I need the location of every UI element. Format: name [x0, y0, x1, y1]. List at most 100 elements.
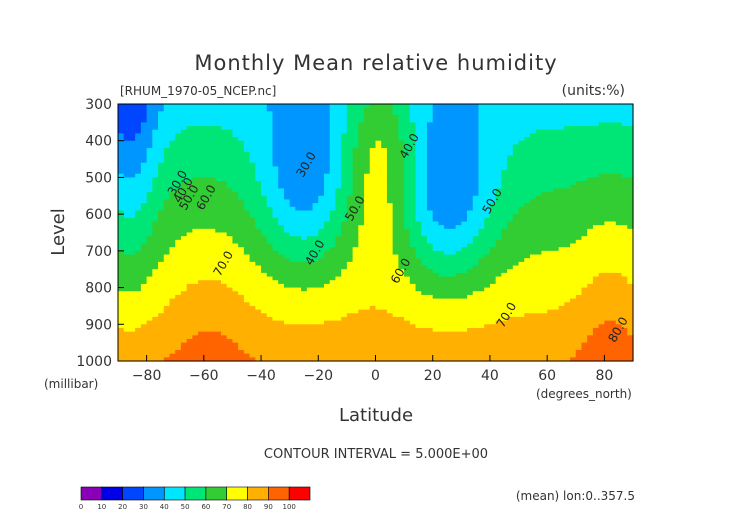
- humidity-cell: [140, 104, 148, 109]
- humidity-cell: [301, 276, 308, 281]
- humidity-cell: [243, 206, 251, 212]
- humidity-cell: [266, 305, 274, 311]
- humidity-cell: [381, 133, 388, 138]
- humidity-cell: [346, 228, 354, 234]
- humidity-cell: [203, 122, 211, 127]
- humidity-cell: [301, 177, 308, 182]
- humidity-cell: [198, 302, 205, 307]
- humidity-cell: [278, 203, 285, 208]
- humidity-cell: [438, 232, 445, 237]
- humidity-cell: [478, 166, 485, 171]
- humidity-cell: [449, 195, 457, 201]
- humidity-cell: [329, 283, 337, 289]
- humidity-cell: [346, 331, 354, 336]
- humidity-cell: [226, 122, 234, 127]
- humidity-cell: [398, 309, 405, 314]
- humidity-cell: [329, 357, 337, 362]
- humidity-cell: [346, 159, 354, 164]
- humidity-cell: [324, 250, 331, 256]
- humidity-cell: [478, 144, 485, 149]
- humidity-cell: [329, 184, 337, 190]
- humidity-cell: [129, 133, 136, 138]
- humidity-cell: [221, 140, 228, 145]
- humidity-cell: [238, 349, 245, 355]
- humidity-cell: [449, 192, 457, 197]
- humidity-cell: [289, 170, 296, 175]
- humidity-cell: [123, 115, 131, 120]
- humidity-cell: [398, 104, 405, 109]
- humidity-cell: [386, 353, 394, 358]
- humidity-cell: [421, 107, 428, 112]
- humidity-cell: [512, 192, 520, 197]
- humidity-cell: [369, 291, 377, 296]
- humidity-cell: [249, 151, 256, 156]
- humidity-cell: [427, 265, 434, 270]
- humidity-cell: [169, 287, 176, 292]
- humidity-cell: [432, 140, 440, 145]
- humidity-cell: [507, 298, 514, 303]
- humidity-cell: [295, 151, 302, 156]
- humidity-cell: [375, 338, 382, 344]
- humidity-cell: [289, 115, 296, 120]
- humidity-cell: [192, 151, 199, 156]
- humidity-cell: [249, 159, 256, 164]
- humidity-cell: [501, 254, 508, 259]
- humidity-cell: [129, 166, 136, 171]
- humidity-cell: [484, 247, 491, 252]
- humidity-cell: [381, 261, 388, 267]
- humidity-cell: [221, 287, 228, 292]
- humidity-cell: [203, 107, 211, 112]
- humidity-cell: [501, 287, 508, 292]
- humidity-cell: [203, 217, 211, 223]
- humidity-cell: [489, 118, 497, 123]
- humidity-cell: [238, 247, 245, 252]
- humidity-cell: [398, 272, 405, 278]
- humidity-cell: [232, 276, 239, 281]
- humidity-cell: [261, 331, 268, 336]
- humidity-cell: [467, 210, 474, 215]
- humidity-cell: [306, 217, 314, 223]
- humidity-cell: [358, 133, 365, 138]
- humidity-cell: [449, 331, 457, 336]
- humidity-cell: [364, 327, 371, 333]
- humidity-cell: [455, 261, 462, 267]
- humidity-cell: [512, 199, 520, 204]
- humidity-cell: [324, 203, 331, 208]
- humidity-cell: [238, 313, 245, 318]
- humidity-cell: [364, 206, 371, 212]
- humidity-cell: [495, 162, 502, 168]
- humidity-cell: [163, 280, 171, 285]
- humidity-cell: [209, 294, 216, 300]
- humidity-cell: [461, 283, 468, 289]
- humidity-cell: [432, 324, 440, 329]
- humidity-cell: [375, 155, 382, 160]
- humidity-cell: [472, 217, 480, 223]
- humidity-cell: [301, 228, 308, 234]
- humidity-cell: [386, 177, 394, 182]
- humidity-cell: [249, 115, 256, 120]
- humidity-cell: [341, 239, 348, 245]
- humidity-cell: [283, 173, 291, 179]
- humidity-cell: [415, 342, 422, 347]
- humidity-cell: [518, 313, 525, 318]
- humidity-cell: [140, 166, 148, 171]
- humidity-cell: [501, 159, 508, 164]
- humidity-cell: [238, 162, 245, 168]
- humidity-cell: [512, 353, 520, 358]
- humidity-cell: [118, 342, 125, 347]
- humidity-cell: [203, 203, 211, 208]
- humidity-cell: [198, 239, 205, 245]
- humidity-cell: [118, 320, 125, 325]
- humidity-cell: [180, 221, 188, 226]
- humidity-cell: [261, 133, 268, 138]
- humidity-cell: [318, 170, 325, 175]
- humidity-cell: [232, 126, 239, 131]
- humidity-cell: [249, 118, 256, 123]
- humidity-cell: [484, 195, 491, 201]
- humidity-cell: [507, 316, 514, 322]
- humidity-cell: [524, 107, 531, 112]
- humidity-cell: [415, 140, 422, 145]
- humidity-cell: [129, 107, 136, 112]
- humidity-cell: [123, 126, 131, 131]
- humidity-cell: [427, 287, 434, 292]
